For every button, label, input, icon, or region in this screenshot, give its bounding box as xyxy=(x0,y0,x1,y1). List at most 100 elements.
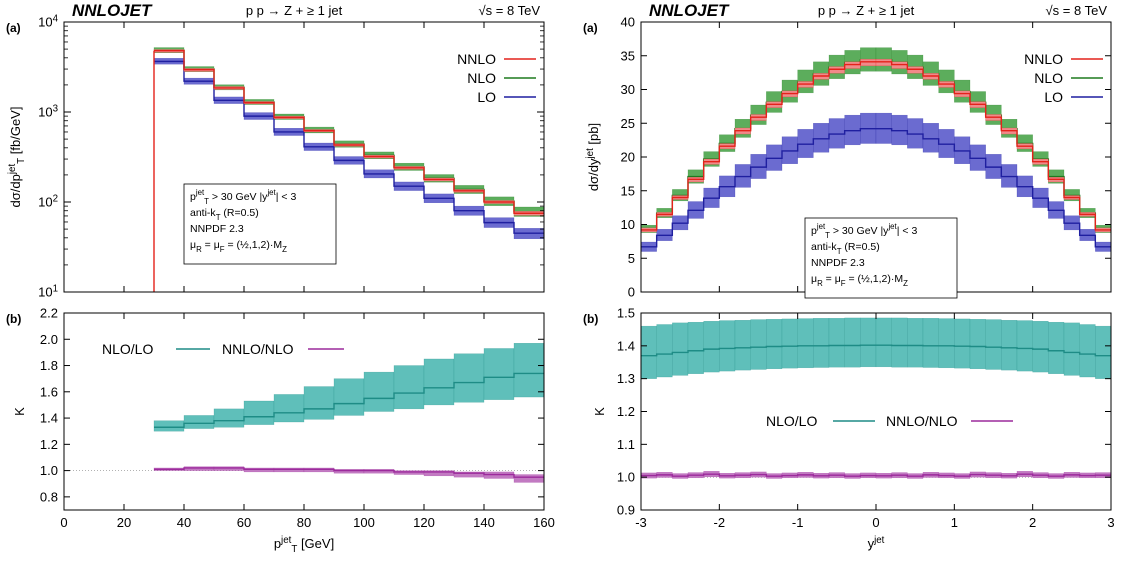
y-tick-label: 103 xyxy=(38,104,58,120)
x-ticks-y-kfactor: -3 -2 -1 0 1 2 3 xyxy=(635,313,1115,530)
y-tick-label: 1.4 xyxy=(40,411,58,426)
x-tick-label: 140 xyxy=(473,515,495,530)
info-box-frame xyxy=(183,183,337,265)
band-nlo-lo xyxy=(766,319,783,370)
band-nlo-lo xyxy=(891,317,908,368)
process-title: p p → Z + ≥ 1 jet xyxy=(818,3,915,18)
info-line-scales: μR = μF = (½,1,2)·MZ xyxy=(811,273,908,288)
band-nlo-lo xyxy=(797,318,814,369)
series-nnlo-nlo xyxy=(640,471,1112,479)
line-lo xyxy=(641,127,1111,248)
plot-area-pt-kfactor xyxy=(64,343,545,483)
y-ticks-pt-kfactor: 0.8 1.0 1.2 1.4 1.6 1.8 2.0 2.2 xyxy=(40,306,544,504)
band-nlo-lo xyxy=(393,365,425,410)
line-nnlo xyxy=(641,61,1111,231)
x-tick-label: 0 xyxy=(60,515,67,530)
y-tick-label: 25 xyxy=(621,116,635,131)
y-axis-label-pt-kfactor: K xyxy=(12,407,27,416)
header-y-spectrum: NNLOJET p p → Z + ≥ 1 jet √s = 8 TeV xyxy=(649,1,1107,20)
band-nlo-lo xyxy=(985,319,1002,370)
y-tick-label: 15 xyxy=(621,183,635,198)
y-tick-label: 1.0 xyxy=(40,463,58,478)
info-line-algorithm: anti-kT (R=0.5) xyxy=(811,241,880,256)
x-ticks-pt-kfactor: 0 20 40 60 80 100 120 140 160 xyxy=(60,313,555,530)
band-nlo-lo xyxy=(333,378,365,416)
band-nlo-lo xyxy=(153,420,185,432)
legend-pt-spectrum: NNLO NLO LO xyxy=(457,51,536,105)
y-tick-label: 102 xyxy=(38,194,58,210)
band-nlo-lo xyxy=(243,400,275,425)
y-tick-label: 1.5 xyxy=(617,306,635,321)
energy-label: √s = 8 TeV xyxy=(1046,3,1108,18)
band-nlo-lo xyxy=(183,415,215,429)
band-nlo-lo xyxy=(781,318,798,369)
series-lo xyxy=(640,112,1112,252)
band-nlo-lo xyxy=(954,318,971,369)
band-nlo-lo xyxy=(1079,324,1096,378)
band-nlo-lo xyxy=(513,343,545,398)
band-nlo-lo xyxy=(750,319,767,370)
y-tick-label: 101 xyxy=(38,284,58,300)
x-tick-label: -1 xyxy=(792,515,804,530)
info-line-algorithm: anti-kT (R=0.5) xyxy=(190,207,259,222)
legend-label: NLO/LO xyxy=(102,341,153,357)
brand-label: NNLOJET xyxy=(72,1,153,20)
x-tick-label: -3 xyxy=(635,515,647,530)
x-tick-label: 160 xyxy=(533,515,555,530)
info-box-frame xyxy=(804,217,958,299)
legend-y-kfactor: NLO/LO NNLO/NLO xyxy=(766,413,1013,429)
legend-label: LO xyxy=(1044,89,1063,105)
band-nlo-lo xyxy=(363,371,395,412)
series-nnlo-nlo xyxy=(153,466,545,483)
y-tick-label: 35 xyxy=(621,48,635,63)
y-tick-label: 0 xyxy=(628,285,635,300)
line-nnlo xyxy=(154,49,544,214)
series-nnlo xyxy=(640,58,1112,233)
band-nlo-lo xyxy=(273,394,305,423)
band-lo xyxy=(813,123,830,153)
legend-pt-kfactor: NLO/LO NNLO/NLO xyxy=(102,341,344,357)
band-nnlo-nlo xyxy=(513,474,545,483)
x-tick-label: -2 xyxy=(714,515,726,530)
energy-label: √s = 8 TeV xyxy=(479,3,541,18)
band-nlo-lo xyxy=(875,317,892,368)
x-axis-label-pt-kfactor: pjetT [GeV] xyxy=(274,535,334,555)
x-tick-label: 2 xyxy=(1029,515,1036,530)
y-axis-label-y-kfactor: K xyxy=(592,407,607,416)
legend-label: NNLO xyxy=(1024,51,1063,67)
band-nlo-lo xyxy=(703,321,720,373)
y-tick-label: 104 xyxy=(38,14,58,30)
band-nlo-lo xyxy=(907,318,924,368)
y-tick-label: 0.9 xyxy=(617,503,635,518)
band-nlo-lo xyxy=(938,318,955,369)
y-tick-label: 5 xyxy=(628,251,635,266)
series-nnlo xyxy=(153,49,545,216)
band-nlo-lo xyxy=(483,348,515,400)
y-tick-label: 20 xyxy=(621,150,635,165)
x-tick-label: 120 xyxy=(413,515,435,530)
panel-tag-y-spectrum: (a) xyxy=(583,21,598,35)
y-tick-label: 40 xyxy=(621,15,635,30)
band-nlo-lo xyxy=(672,322,689,376)
y-ticks-pt-spectrum: 101 102 103 104 xyxy=(38,14,544,300)
band-nlo-lo xyxy=(844,317,861,368)
y-tick-label: 10 xyxy=(621,217,635,232)
y-ticks-y-spectrum: 0 5 10 15 20 25 30 35 40 xyxy=(621,15,1111,300)
info-line-pdf: NNPDF 2.3 xyxy=(190,223,244,235)
header-pt-spectrum: NNLOJET p p → Z + ≥ 1 jet √s = 8 TeV xyxy=(72,1,540,20)
band-nlo-lo xyxy=(213,408,245,428)
x-tick-label: 40 xyxy=(177,515,191,530)
info-line-cuts: pjetT > 30 GeV |yjet| < 3 xyxy=(190,188,296,206)
process-title: p p → Z + ≥ 1 jet xyxy=(246,3,343,18)
band-nlo-lo xyxy=(860,317,877,368)
x-tick-label: 20 xyxy=(117,515,131,530)
plot-area-y-kfactor xyxy=(640,317,1112,479)
x-tick-label: 3 xyxy=(1107,515,1114,530)
band-nlo-lo xyxy=(922,318,939,368)
band-nlo-lo xyxy=(1095,325,1112,379)
y-tick-label: 2.0 xyxy=(40,332,58,347)
x-axis-label-y-kfactor: yjet xyxy=(868,535,885,551)
x-ticks-pt-spectrum xyxy=(63,22,545,292)
y-tick-label: 1.3 xyxy=(617,371,635,386)
